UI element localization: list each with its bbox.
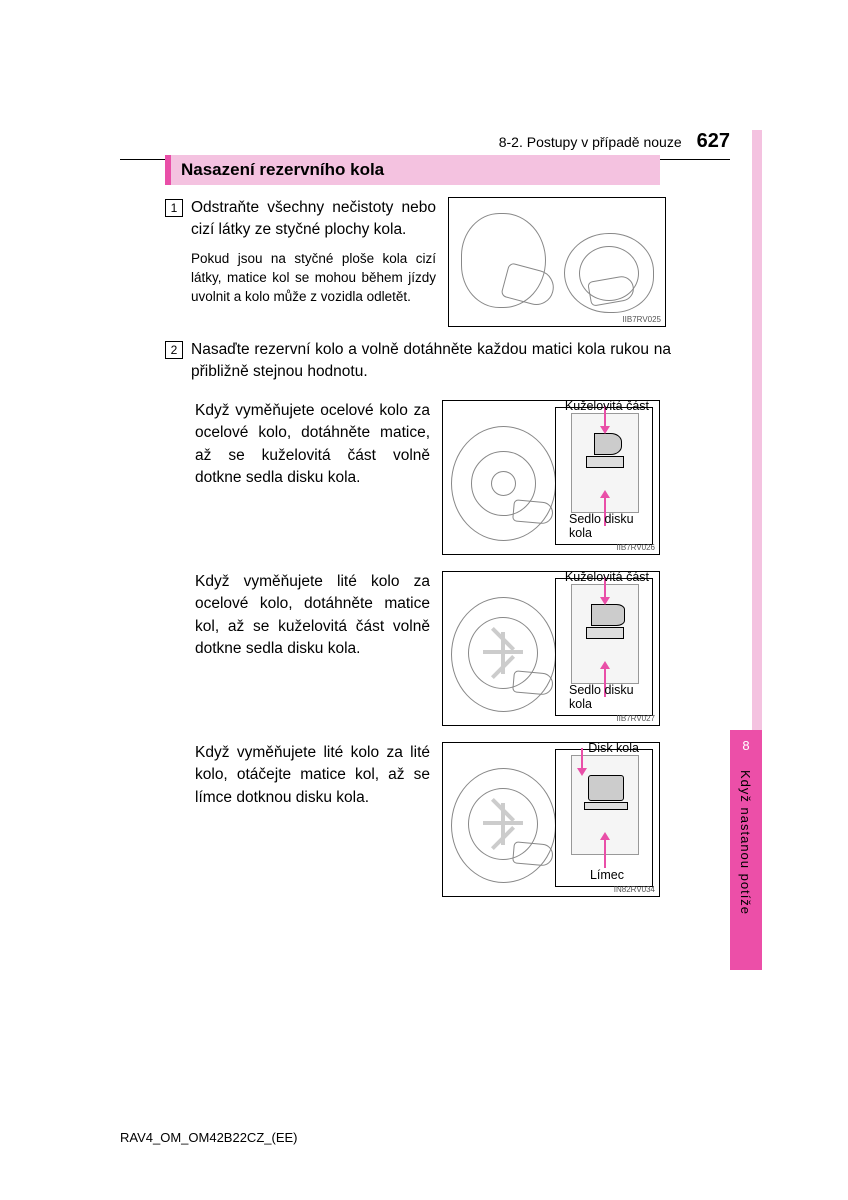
diagram-id: IIB7RV025	[622, 315, 661, 324]
step-2a: Když vyměňujete ocelové kolo za ocelové …	[195, 400, 690, 555]
diagram-label-bottom: Sedlo disku kola	[569, 512, 649, 540]
section-heading: Nasazení rezervního kola	[165, 155, 660, 185]
step-2a-text: Když vyměňujete ocelové kolo za ocelové …	[195, 400, 430, 490]
step-1: 1 Odstraňte všechny nečistoty nebo cizí …	[165, 197, 690, 327]
page-body: Nasazení rezervního kola 1 Odstraňte vše…	[120, 130, 690, 897]
step-2: 2 Nasaďte rezervní kolo a volně dotáhnět…	[165, 339, 690, 384]
step-2b-text: Když vyměňujete lité kolo za ocelové kol…	[195, 571, 430, 661]
diagram-2b: Kuželovitá část Sedlo disku kola IIB7RV0…	[442, 571, 660, 726]
step-number-box: 1	[165, 199, 183, 217]
chapter-number: 8	[730, 738, 762, 753]
side-tab-strip	[752, 130, 762, 730]
diagram-label-bottom: Sedlo disku kola	[569, 683, 649, 711]
diagram-1: IIB7RV025	[448, 197, 666, 327]
step-2c: Když vyměňujete lité kolo za lité kolo, …	[195, 742, 690, 897]
diagram-label-top: Kuželovitá část	[565, 399, 649, 413]
diagram-id: IN82RV034	[614, 885, 655, 894]
diagram-label-bottom: Límec	[590, 868, 624, 882]
diagram-label-top: Kuželovitá část	[565, 570, 649, 584]
diagram-2a: Kuželovitá část Sedlo disku kola IIB7RV0…	[442, 400, 660, 555]
diagram-label-top: Disk kola	[588, 741, 639, 755]
chapter-title: Když nastanou potíže	[738, 770, 753, 915]
step-2c-text: Když vyměňujete lité kolo za lité kolo, …	[195, 742, 430, 809]
diagram-id: IIB7RV027	[616, 714, 655, 723]
step-2-text: Nasaďte rezervní kolo a volně dotáhněte …	[191, 339, 671, 384]
chapter-tab[interactable]: 8 Když nastanou potíže	[730, 730, 762, 970]
diagram-2c: Disk kola Límec IN82RV034	[442, 742, 660, 897]
diagram-id: IIB7RV026	[616, 543, 655, 552]
step-1-text: Odstraňte všechny nečistoty nebo cizí lá…	[191, 197, 436, 242]
document-id: RAV4_OM_OM42B22CZ_(EE)	[120, 1130, 298, 1145]
page-number: 627	[697, 130, 730, 153]
step-2b: Když vyměňujete lité kolo za ocelové kol…	[195, 571, 690, 726]
step-1-subtext: Pokud jsou na styčné ploše kola cizí lát…	[191, 250, 436, 307]
step-number-box: 2	[165, 341, 183, 359]
